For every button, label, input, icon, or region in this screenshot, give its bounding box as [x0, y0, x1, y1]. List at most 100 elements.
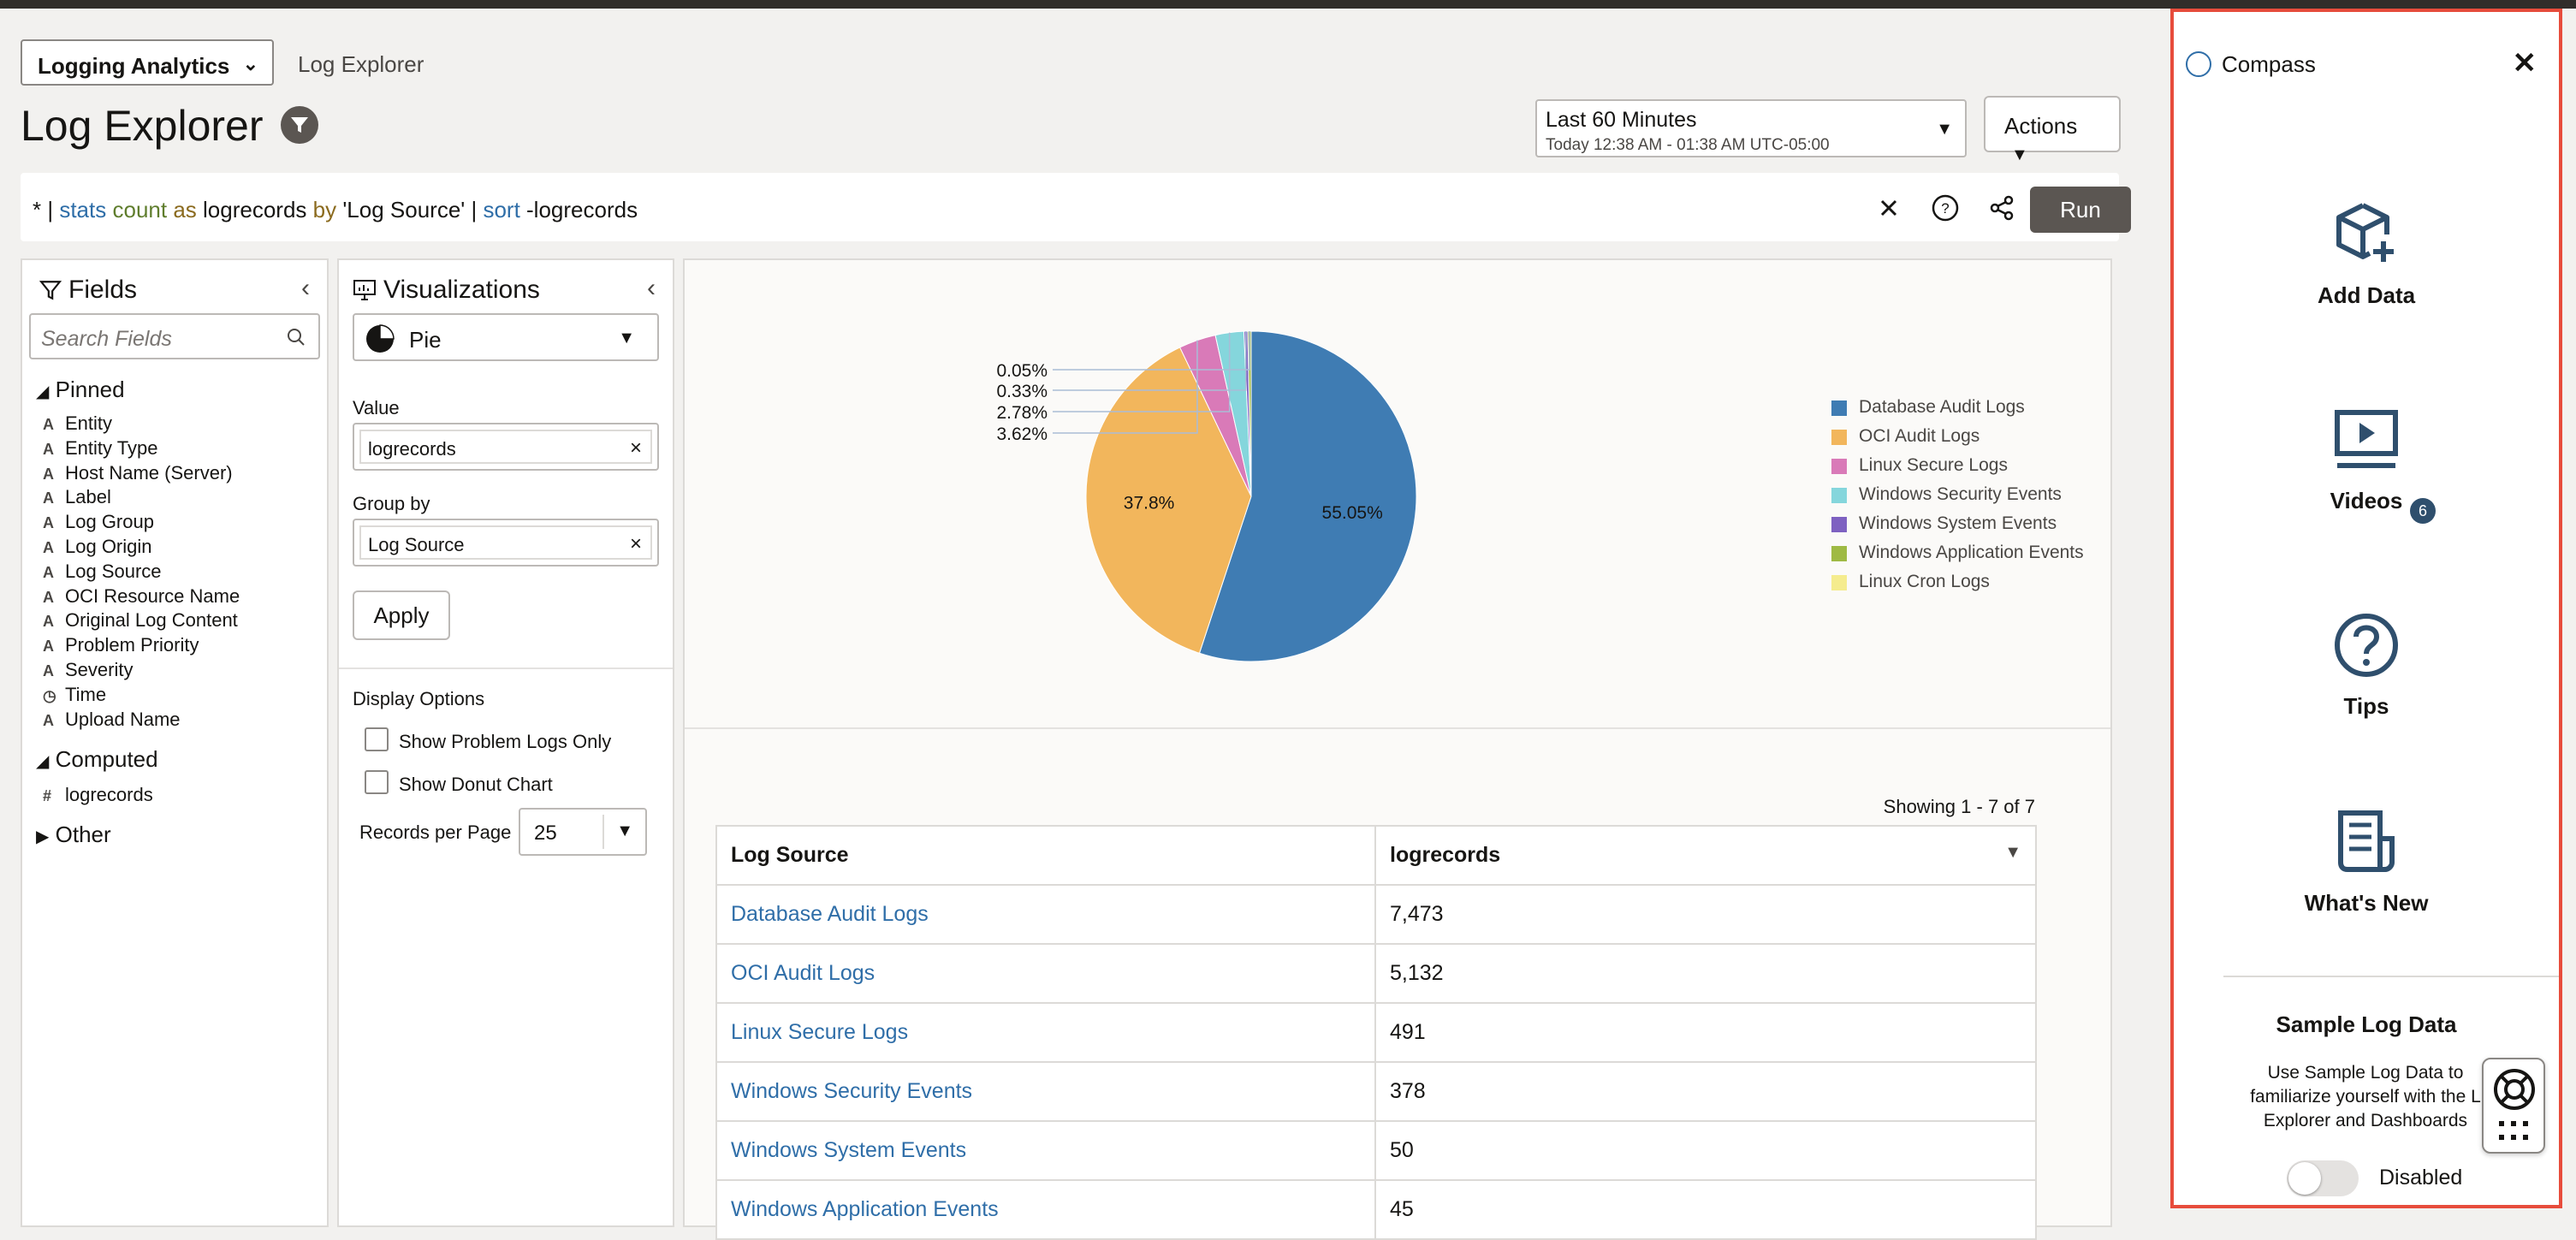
field-item[interactable]: A Host Name (Server): [43, 462, 233, 486]
field-item[interactable]: A Label: [43, 486, 111, 510]
field-item[interactable]: A Problem Priority: [43, 634, 199, 658]
service-select[interactable]: Logging Analytics ⌄: [21, 39, 274, 86]
close-icon[interactable]: ✕: [2512, 47, 2537, 80]
sample-log-data-title: Sample Log Data: [2276, 1012, 2457, 1037]
legend-item[interactable]: OCI Audit Logs: [1831, 426, 2084, 455]
legend-item[interactable]: Linux Secure Logs: [1831, 455, 2084, 484]
legend-label: Windows Security Events: [1859, 484, 2062, 504]
log-source-link[interactable]: Windows Application Events: [731, 1197, 999, 1221]
log-source-link[interactable]: OCI Audit Logs: [731, 961, 875, 985]
column-label: logrecords: [1390, 843, 1501, 867]
collapse-icon[interactable]: ‹: [647, 274, 656, 302]
actions-button[interactable]: Actions ▼: [1984, 96, 2121, 164]
time-range-picker[interactable]: Last 60 Minutes Today 12:38 AM - 01:38 A…: [1535, 99, 1967, 157]
collapse-icon[interactable]: ‹: [301, 274, 310, 302]
help-launcher[interactable]: [2482, 1058, 2545, 1154]
visualization-type-select[interactable]: Pie ▼: [353, 313, 659, 361]
field-item[interactable]: A OCI Resource Name: [43, 585, 240, 609]
field-item[interactable]: A Log Origin: [43, 536, 152, 560]
log-source-link[interactable]: Database Audit Logs: [731, 902, 929, 926]
field-name: Entity Type: [65, 436, 158, 459]
show-donut-checkbox[interactable]: [365, 770, 389, 794]
other-group[interactable]: ▶ Other: [36, 822, 111, 848]
videos-tile[interactable]: Videos 6: [2174, 406, 2559, 524]
collapse-triangle-icon: ◢: [36, 752, 50, 771]
sample-data-toggle[interactable]: [2287, 1160, 2359, 1196]
field-item[interactable]: A Original Log Content: [43, 609, 238, 633]
apps-grid-icon: [2499, 1121, 2528, 1140]
query-token: 'Log Source' |: [336, 197, 484, 222]
field-item[interactable]: # logrecords: [43, 784, 153, 808]
legend-swatch: [1831, 488, 1847, 503]
service-select-value: Logging Analytics: [38, 53, 230, 79]
tips-tile[interactable]: Tips: [2174, 611, 2559, 720]
visualizations-panel: Visualizations ‹ Pie ▼ Value logrecords ×…: [337, 258, 674, 1227]
newspaper-icon: [2338, 810, 2395, 872]
log-source-link[interactable]: Windows System Events: [731, 1138, 967, 1162]
search-fields-input[interactable]: Search Fields: [29, 313, 320, 359]
sort-caret-icon[interactable]: ▼: [2004, 843, 2021, 862]
field-item[interactable]: A Log Source: [43, 561, 162, 584]
field-type-icon: A: [43, 539, 54, 556]
query-token: as: [173, 197, 197, 222]
filter-icon[interactable]: [281, 106, 318, 144]
logrecords-cell: 7,473: [1374, 884, 2037, 945]
field-name: Severity: [65, 659, 134, 680]
field-item[interactable]: A Upload Name: [43, 709, 181, 733]
legend-item[interactable]: Windows System Events: [1831, 513, 2084, 543]
field-item[interactable]: A Entity Type: [43, 437, 157, 461]
help-icon[interactable]: ?: [1931, 193, 1960, 222]
query-input[interactable]: * | stats count as logrecords by 'Log So…: [33, 197, 638, 223]
computed-group[interactable]: ◢ Computed: [36, 746, 158, 773]
column-header-logrecords[interactable]: logrecords ▼: [1374, 825, 2037, 886]
records-per-page-select[interactable]: 25 ▼: [519, 808, 647, 856]
group-by-field[interactable]: Log Source ×: [353, 519, 659, 567]
legend-swatch: [1831, 575, 1847, 590]
remove-icon[interactable]: ×: [629, 532, 642, 555]
whats-new-tile[interactable]: What's New: [2174, 808, 2559, 917]
pie-slice[interactable]: [1247, 330, 1252, 497]
collapse-triangle-icon: ◢: [36, 383, 50, 401]
query-token: count: [112, 197, 168, 222]
table-row: Windows Security Events 378: [715, 1061, 2037, 1122]
records-per-page-label: Records per Page: [359, 822, 512, 843]
column-header-log-source[interactable]: Log Source: [715, 825, 1376, 886]
divider: [685, 727, 2110, 729]
legend-item[interactable]: Windows Application Events: [1831, 543, 2084, 572]
legend-item[interactable]: Database Audit Logs: [1831, 397, 2084, 426]
pie-slice[interactable]: [1085, 347, 1252, 654]
apply-button[interactable]: Apply: [353, 590, 450, 640]
field-item[interactable]: ◷ Time: [43, 684, 106, 708]
add-data-tile[interactable]: Add Data: [2174, 200, 2559, 309]
divider: [339, 667, 673, 669]
share-icon[interactable]: [1987, 193, 2016, 222]
table-row: Database Audit Logs 7,473: [715, 884, 2037, 945]
legend-item[interactable]: Linux Cron Logs: [1831, 572, 2084, 601]
field-item[interactable]: A Entity: [43, 412, 112, 436]
clear-icon[interactable]: [1874, 193, 1903, 222]
table-header-row: Log Source logrecords ▼: [715, 825, 2037, 886]
remove-icon[interactable]: ×: [629, 436, 642, 460]
visualizations-title: Visualizations: [383, 276, 540, 304]
show-problem-logs-checkbox[interactable]: [365, 727, 389, 751]
log-source-link[interactable]: Windows Security Events: [731, 1079, 973, 1103]
field-name: Upload Name: [65, 708, 181, 730]
query-bar[interactable]: * | stats count as logrecords by 'Log So…: [21, 173, 2131, 241]
field-name: Host Name (Server): [65, 461, 233, 484]
compass-title: Compass: [2222, 51, 2316, 77]
log-explorer-app: Logging Analytics ⌄ Log Explorer Log Exp…: [0, 9, 2165, 1240]
pie-chart: 55.05% 37.8% 3.62%2.78% 0.33%0.05%: [996, 330, 1417, 662]
legend-item[interactable]: Windows Security Events: [1831, 484, 2084, 513]
query-token: * |: [33, 197, 60, 222]
field-item[interactable]: A Severity: [43, 659, 133, 683]
pie-slice[interactable]: [1198, 330, 1417, 662]
run-button[interactable]: Run: [2030, 187, 2131, 233]
pinned-group[interactable]: ◢ Pinned: [36, 377, 125, 403]
field-item[interactable]: A Log Group: [43, 511, 154, 535]
log-source-link[interactable]: Linux Secure Logs: [731, 1020, 909, 1044]
legend-label: Linux Cron Logs: [1859, 572, 1990, 591]
value-label: Value: [353, 397, 400, 418]
value-field[interactable]: logrecords ×: [353, 423, 659, 471]
field-name: Log Group: [65, 511, 154, 533]
breadcrumb[interactable]: Log Explorer: [298, 51, 424, 77]
